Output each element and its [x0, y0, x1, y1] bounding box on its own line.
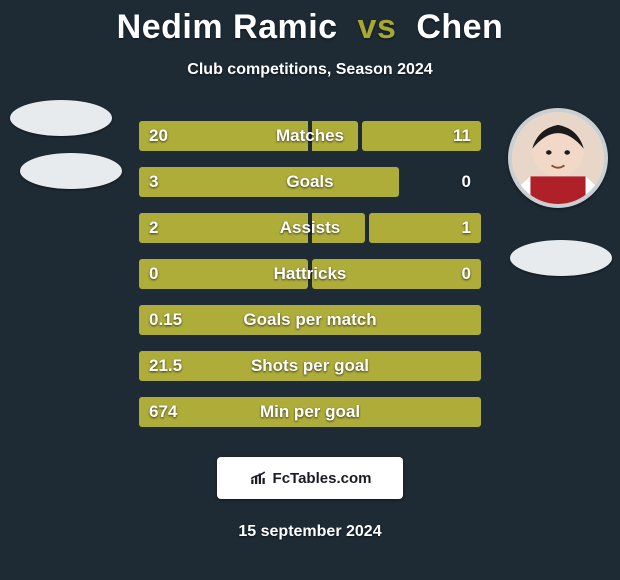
stat-value-left: 21.5 [149, 356, 182, 376]
stat-value-left: 0 [149, 264, 158, 284]
stat-value-right: 1 [462, 218, 471, 238]
stat-value-right: 0 [462, 172, 471, 192]
stat-row: Matches20 11 [139, 121, 481, 151]
stat-label: Min per goal [139, 397, 481, 427]
stat-row: Goals per match0.15 [139, 305, 481, 335]
fctables-badge[interactable]: FcTables.com [217, 457, 403, 499]
stat-label: Assists [139, 213, 481, 243]
stat-bars: Matches2011Goals30Assists21Hattricks00Go… [0, 121, 620, 443]
fctables-logo-icon [249, 469, 267, 487]
vs-label: vs [358, 8, 397, 46]
stat-label: Shots per goal [139, 351, 481, 381]
stat-row: Assists2 1 [139, 213, 481, 243]
page-title: Nedim Ramic vs Chen [117, 8, 504, 47]
stat-row: Hattricks0 0 [139, 259, 481, 289]
stat-row: Goals3 0 [139, 167, 481, 197]
stat-value-left: 674 [149, 402, 177, 422]
subtitle: Club competitions, Season 2024 [187, 61, 432, 79]
date-label: 15 september 2024 [238, 523, 381, 541]
stat-row: Min per goal674 [139, 397, 481, 427]
stat-row: Shots per goal21.5 [139, 351, 481, 381]
fctables-label: FcTables.com [273, 470, 372, 487]
stat-value-left: 3 [149, 172, 158, 192]
player1-name: Nedim Ramic [117, 8, 338, 46]
stat-label: Hattricks [139, 259, 481, 289]
player2-name: Chen [416, 8, 503, 46]
stat-value-left: 2 [149, 218, 158, 238]
stat-value-left: 20 [149, 126, 168, 146]
comparison-card: Nedim Ramic vs Chen Club competitions, S… [0, 0, 620, 580]
stat-label: Goals [139, 167, 481, 197]
stat-value-right: 11 [453, 126, 471, 146]
stat-value-right: 0 [462, 264, 471, 284]
stat-label: Goals per match [139, 305, 481, 335]
stat-value-left: 0.15 [149, 310, 182, 330]
stat-label: Matches [139, 121, 481, 151]
